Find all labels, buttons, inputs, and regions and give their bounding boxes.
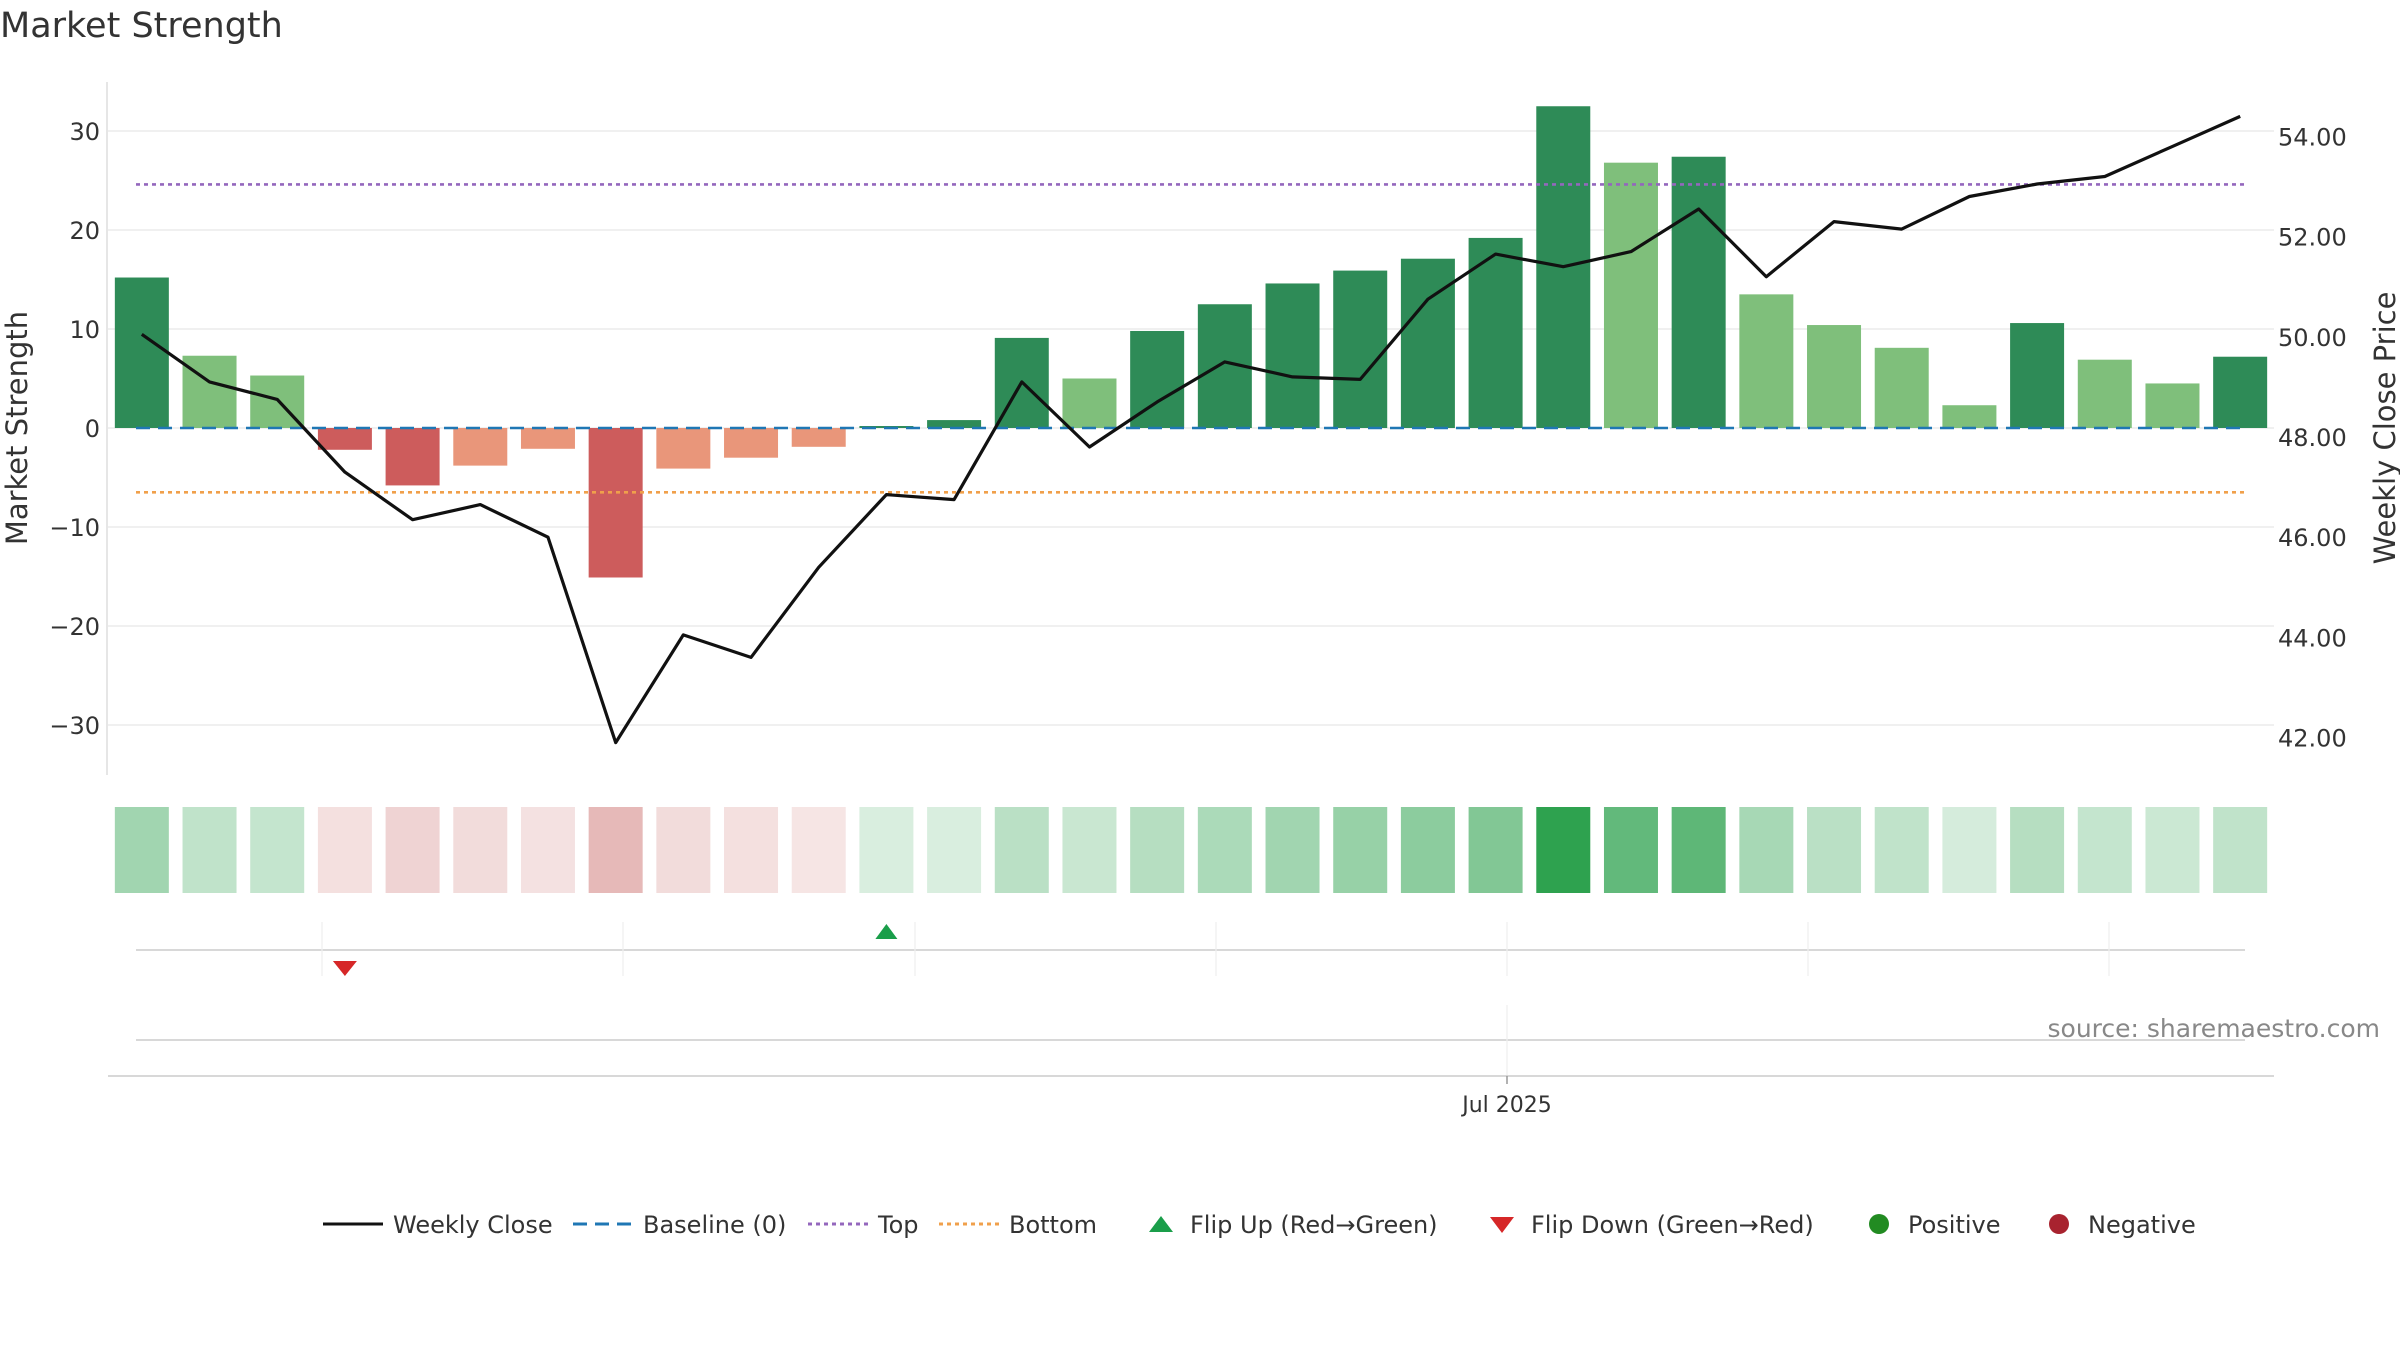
y-axis-title: Market Strength	[0, 311, 34, 545]
heat-strip-cell	[791, 807, 846, 893]
strength-bar	[588, 428, 643, 578]
y2-tick-label: 42.00	[2278, 725, 2347, 753]
legend-circle-icon	[2049, 1214, 2069, 1234]
heat-strip-cell	[1603, 807, 1658, 893]
y-tick-label: −10	[49, 514, 100, 542]
strength-bar	[385, 428, 440, 486]
strength-bar	[927, 420, 982, 428]
y2-tick-label: 46.00	[2278, 524, 2347, 552]
heat-strip-cell	[1942, 807, 1997, 893]
strength-bar	[182, 355, 237, 428]
heat-strip-cell	[2145, 807, 2200, 893]
strength-bar	[1739, 294, 1794, 428]
strength-bar	[1671, 156, 1726, 429]
strength-bar	[1130, 330, 1185, 428]
heat-strip-cell	[656, 807, 711, 893]
strength-bar	[114, 277, 169, 428]
legend-label: Baseline (0)	[643, 1211, 786, 1239]
strength-bar	[1807, 325, 1862, 428]
flip-up-marker	[875, 924, 898, 939]
y-tick-label: 30	[69, 118, 100, 146]
y-tick-label: −20	[49, 613, 100, 641]
y2-tick-label: 44.00	[2278, 624, 2347, 652]
heat-strip-cell	[317, 807, 372, 893]
heat-strip-cell	[2010, 807, 2065, 893]
heat-strip-cell	[724, 807, 779, 893]
strength-bar	[1400, 258, 1455, 428]
heat-strip-cell	[1197, 807, 1252, 893]
legend-label: Flip Down (Green→Red)	[1531, 1211, 1814, 1239]
legend-label: Negative	[2088, 1211, 2196, 1239]
heat-strip-cell	[588, 807, 643, 893]
heat-strip-cell	[520, 807, 575, 893]
heat-strip-cell	[1874, 807, 1929, 893]
legend-triangle-down-icon	[1490, 1217, 1514, 1233]
x-tick-label: Jul 2025	[1460, 1093, 1552, 1118]
heat-strip-cell	[1130, 807, 1185, 893]
heat-strip-cell	[994, 807, 1049, 893]
heat-strip-cell	[2213, 807, 2268, 893]
strength-bar	[724, 428, 779, 458]
legend-label: Top	[877, 1211, 919, 1239]
legend-label: Flip Up (Red→Green)	[1190, 1211, 1438, 1239]
strength-bar	[1603, 162, 1658, 428]
heat-strip-cell	[182, 807, 237, 893]
strength-bar	[1468, 237, 1523, 428]
strength-bar	[317, 428, 372, 450]
strength-bar	[2213, 356, 2268, 428]
y-tick-label: 0	[85, 415, 100, 443]
y2-tick-label: 50.00	[2278, 324, 2347, 352]
heat-strip-cell	[1468, 807, 1523, 893]
heat-strip-cell	[1400, 807, 1455, 893]
legend-triangle-up-icon	[1149, 1216, 1173, 1232]
y-tick-label: −30	[49, 712, 100, 740]
heat-strip-cell	[1807, 807, 1862, 893]
heat-strip-cell	[453, 807, 508, 893]
strength-bar	[2077, 359, 2132, 428]
strength-bar	[791, 428, 846, 447]
strength-bar	[520, 428, 575, 449]
strength-bar	[1062, 378, 1117, 428]
y2-tick-label: 54.00	[2278, 123, 2347, 151]
heat-strip-cell	[1265, 807, 1320, 893]
flip-down-marker	[332, 961, 357, 976]
heat-strip-cell	[927, 807, 982, 893]
strength-bar	[453, 428, 508, 466]
heat-strip-cell	[1536, 807, 1591, 893]
heat-strip-cell	[114, 807, 169, 893]
y2-tick-label: 48.00	[2278, 424, 2347, 452]
heat-strip-cell	[250, 807, 305, 893]
heat-strip-cell	[2077, 807, 2132, 893]
strength-bar	[1874, 347, 1929, 428]
heat-strip-cell	[1671, 807, 1726, 893]
heat-strip-cell	[1739, 807, 1794, 893]
heat-strip-cell	[385, 807, 440, 893]
y-tick-label: 20	[69, 217, 100, 245]
weekly-close-line	[140, 114, 2241, 745]
strength-bar	[1942, 405, 1997, 428]
chart-title: Market Strength	[0, 6, 283, 46]
y2-tick-label: 52.00	[2278, 224, 2347, 252]
legend-label: Weekly Close	[393, 1211, 553, 1239]
strength-bar	[2010, 323, 2065, 428]
y2-axis-title: Weekly Close Price	[2368, 292, 2400, 565]
strength-bar	[1333, 270, 1388, 428]
legend-label: Positive	[1908, 1211, 2001, 1239]
strength-bar	[656, 428, 711, 469]
strength-bar	[1265, 283, 1320, 428]
strength-bar	[2145, 383, 2200, 428]
heat-strip-cell	[1062, 807, 1117, 893]
heat-strip-cell	[1333, 807, 1388, 893]
legend-label: Bottom	[1009, 1211, 1097, 1239]
legend-circle-icon	[1869, 1214, 1889, 1234]
source-label: source: sharemaestro.com	[2047, 1014, 2381, 1043]
heat-strip-cell	[859, 807, 914, 893]
y-tick-label: 10	[69, 316, 100, 344]
